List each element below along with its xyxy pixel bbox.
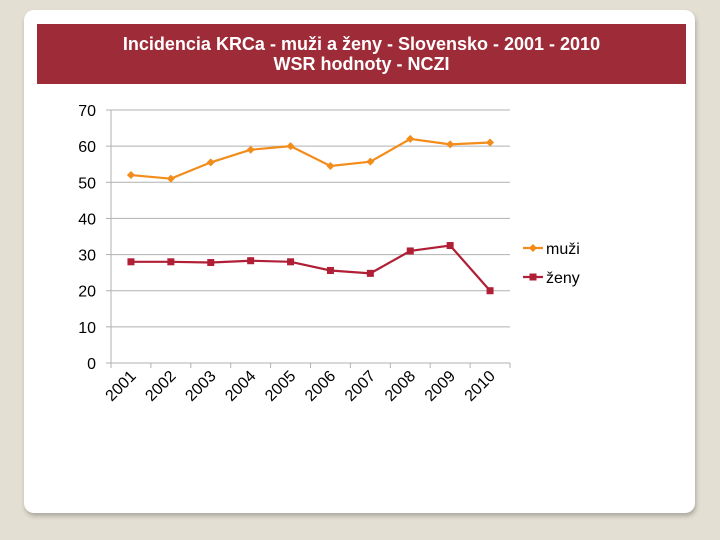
x-tick-label: 2004: [222, 368, 259, 405]
data-point: [446, 242, 454, 250]
data-point: [126, 171, 135, 180]
x-tick-label: 2002: [142, 368, 179, 405]
x-tick-label: 2005: [262, 368, 299, 405]
data-point: [167, 258, 175, 266]
data-point: [326, 266, 334, 274]
legend: muži ženy: [523, 241, 580, 287]
axes: [106, 109, 511, 368]
x-tick-label: 2010: [462, 368, 499, 405]
data-point: [246, 145, 255, 154]
data-point: [326, 162, 335, 171]
data-point: [127, 258, 135, 266]
x-tick-labels: 2001 2002 2003 2004 2005 2006 2007 2008 2009 2010: [103, 368, 499, 405]
series-line: [130, 137, 491, 180]
legend-label: muži: [546, 241, 580, 258]
data-point: [207, 259, 215, 267]
y-tick-label: 0: [87, 356, 96, 373]
x-tick-label: 2009: [422, 368, 459, 405]
data-point: [206, 158, 215, 167]
data-point: [486, 287, 494, 295]
data-point: [406, 134, 415, 143]
y-tick-label: 10: [78, 320, 96, 337]
y-tick-label: 60: [78, 139, 96, 156]
data-point: [366, 269, 374, 277]
y-tick-label: 20: [78, 284, 96, 301]
data-point: [247, 257, 255, 265]
x-tick-label: 2003: [182, 368, 219, 405]
x-tick-label: 2006: [302, 368, 339, 405]
data-point: [287, 258, 295, 266]
data-point: [366, 157, 375, 166]
x-tick-label: 2001: [103, 368, 140, 405]
legend-swatch-marker: [529, 244, 537, 252]
data-point: [486, 138, 495, 147]
data-point: [286, 142, 295, 151]
legend-swatch-marker: [529, 273, 537, 281]
data-point: [406, 247, 414, 255]
y-tick-labels: 0 10 20 30 40 50 60 70: [78, 103, 96, 373]
chart-title-line1: Incidencia KRCa - muži a ženy - Slovensk…: [122, 34, 601, 54]
series-line: [130, 244, 491, 292]
data-point: [166, 174, 175, 183]
y-tick-label: 70: [78, 103, 96, 120]
x-tick-label: 2007: [342, 368, 379, 405]
y-tick-label: 30: [78, 248, 96, 265]
chart-title-line2: WSR hodnoty - NCZI: [273, 54, 450, 74]
y-tick-label: 50: [78, 175, 96, 192]
legend-label: ženy: [546, 270, 580, 287]
series: [126, 134, 495, 295]
data-point: [446, 140, 455, 149]
chart-title-bar: Incidencia KRCa - muži a ženy - Slovensk…: [37, 24, 686, 84]
y-tick-label: 40: [78, 211, 96, 228]
gridlines: [111, 109, 510, 328]
x-tick-label: 2008: [382, 368, 419, 405]
